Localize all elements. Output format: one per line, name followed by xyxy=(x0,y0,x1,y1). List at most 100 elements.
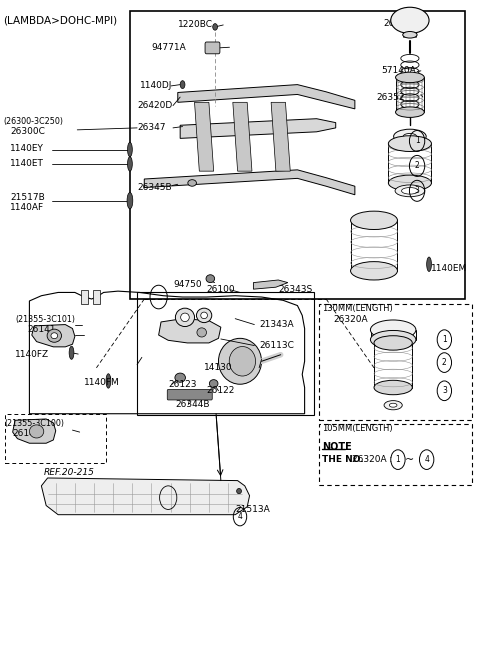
Ellipse shape xyxy=(196,308,212,323)
Text: 21513A: 21513A xyxy=(235,505,270,514)
Text: 26320A :: 26320A : xyxy=(352,455,393,464)
Text: 26344B: 26344B xyxy=(175,400,210,409)
Ellipse shape xyxy=(180,313,189,322)
Text: 130MM(LENGTH): 130MM(LENGTH) xyxy=(323,304,393,313)
Text: 26100: 26100 xyxy=(206,285,235,294)
Text: 26343S: 26343S xyxy=(278,284,312,294)
Text: 21517B: 21517B xyxy=(10,193,45,202)
Text: 26351D: 26351D xyxy=(384,19,419,28)
Text: 2: 2 xyxy=(442,358,447,367)
Text: 1140FM: 1140FM xyxy=(84,378,120,387)
Ellipse shape xyxy=(388,136,432,152)
Ellipse shape xyxy=(209,380,218,388)
Polygon shape xyxy=(144,170,355,194)
Ellipse shape xyxy=(175,308,194,327)
Ellipse shape xyxy=(350,211,397,229)
Text: 26122: 26122 xyxy=(206,386,235,396)
FancyBboxPatch shape xyxy=(167,390,212,400)
Text: 1220BC: 1220BC xyxy=(178,20,213,30)
Text: 26141: 26141 xyxy=(12,429,41,438)
Text: 1140ET: 1140ET xyxy=(10,160,44,168)
Ellipse shape xyxy=(403,32,417,38)
Polygon shape xyxy=(194,102,214,171)
Text: 1: 1 xyxy=(442,335,447,344)
Text: 1140FZ: 1140FZ xyxy=(15,350,49,359)
Polygon shape xyxy=(32,325,75,347)
Ellipse shape xyxy=(188,179,196,186)
Text: 94771A: 94771A xyxy=(152,43,186,52)
Text: 26141: 26141 xyxy=(27,325,56,334)
Text: (26300-3C250): (26300-3C250) xyxy=(3,117,63,126)
Text: 3: 3 xyxy=(442,386,447,396)
Ellipse shape xyxy=(180,81,185,89)
Polygon shape xyxy=(180,119,336,139)
Ellipse shape xyxy=(127,193,133,209)
Ellipse shape xyxy=(384,401,402,410)
Ellipse shape xyxy=(374,336,412,350)
Ellipse shape xyxy=(391,7,429,34)
Text: 105MM(LENGTH): 105MM(LENGTH) xyxy=(323,424,393,433)
FancyBboxPatch shape xyxy=(81,290,88,304)
Text: 26345B: 26345B xyxy=(137,183,172,192)
Text: THE NO.: THE NO. xyxy=(323,455,364,464)
Ellipse shape xyxy=(396,72,424,83)
Ellipse shape xyxy=(403,133,417,139)
FancyBboxPatch shape xyxy=(93,290,100,304)
Text: 3: 3 xyxy=(415,187,420,195)
Text: (21355-3C101): (21355-3C101) xyxy=(15,315,75,325)
Text: 26352: 26352 xyxy=(376,93,405,102)
Text: 26347: 26347 xyxy=(137,124,166,132)
Ellipse shape xyxy=(396,107,424,118)
Polygon shape xyxy=(41,478,250,514)
Polygon shape xyxy=(178,85,355,109)
Ellipse shape xyxy=(175,373,185,382)
Ellipse shape xyxy=(197,328,206,337)
Ellipse shape xyxy=(371,330,416,349)
Text: (LAMBDA>DOHC-MPI): (LAMBDA>DOHC-MPI) xyxy=(3,15,117,26)
Polygon shape xyxy=(253,280,288,289)
Text: 1140AF: 1140AF xyxy=(10,203,44,212)
Ellipse shape xyxy=(128,143,132,157)
Polygon shape xyxy=(233,102,252,171)
Text: 1: 1 xyxy=(415,137,420,145)
Polygon shape xyxy=(158,319,221,343)
Polygon shape xyxy=(271,102,290,171)
Text: 4: 4 xyxy=(238,512,242,521)
Ellipse shape xyxy=(388,175,432,191)
Text: 26420D: 26420D xyxy=(137,101,172,110)
Ellipse shape xyxy=(395,185,425,196)
Text: 94750: 94750 xyxy=(173,280,202,289)
Text: 1140EY: 1140EY xyxy=(10,145,44,153)
Text: 26300C: 26300C xyxy=(10,127,45,136)
Text: ~: ~ xyxy=(405,455,415,464)
Ellipse shape xyxy=(389,403,397,407)
Text: 1: 1 xyxy=(396,455,400,464)
Ellipse shape xyxy=(229,346,255,376)
Ellipse shape xyxy=(47,329,61,342)
Ellipse shape xyxy=(371,320,416,340)
Text: REF.20-215: REF.20-215 xyxy=(44,468,95,477)
Ellipse shape xyxy=(427,257,432,271)
FancyBboxPatch shape xyxy=(205,42,220,54)
Ellipse shape xyxy=(51,332,58,338)
Text: 4: 4 xyxy=(424,455,429,464)
Ellipse shape xyxy=(218,338,262,384)
Text: 26113C: 26113C xyxy=(259,341,294,350)
Text: 57140A: 57140A xyxy=(381,66,416,76)
Ellipse shape xyxy=(237,488,241,493)
Ellipse shape xyxy=(402,187,418,194)
Ellipse shape xyxy=(201,312,207,319)
Text: 14130: 14130 xyxy=(204,363,233,373)
Polygon shape xyxy=(12,419,56,443)
Ellipse shape xyxy=(394,129,426,144)
Ellipse shape xyxy=(206,275,215,283)
Ellipse shape xyxy=(350,261,397,280)
Text: 26320A: 26320A xyxy=(333,315,368,324)
Text: 21343A: 21343A xyxy=(259,320,294,329)
Ellipse shape xyxy=(374,380,412,395)
Ellipse shape xyxy=(106,374,111,388)
Ellipse shape xyxy=(213,24,217,30)
Text: (21355-3C100): (21355-3C100) xyxy=(4,419,64,428)
Text: 2: 2 xyxy=(415,162,420,170)
Text: 26123: 26123 xyxy=(168,380,197,389)
